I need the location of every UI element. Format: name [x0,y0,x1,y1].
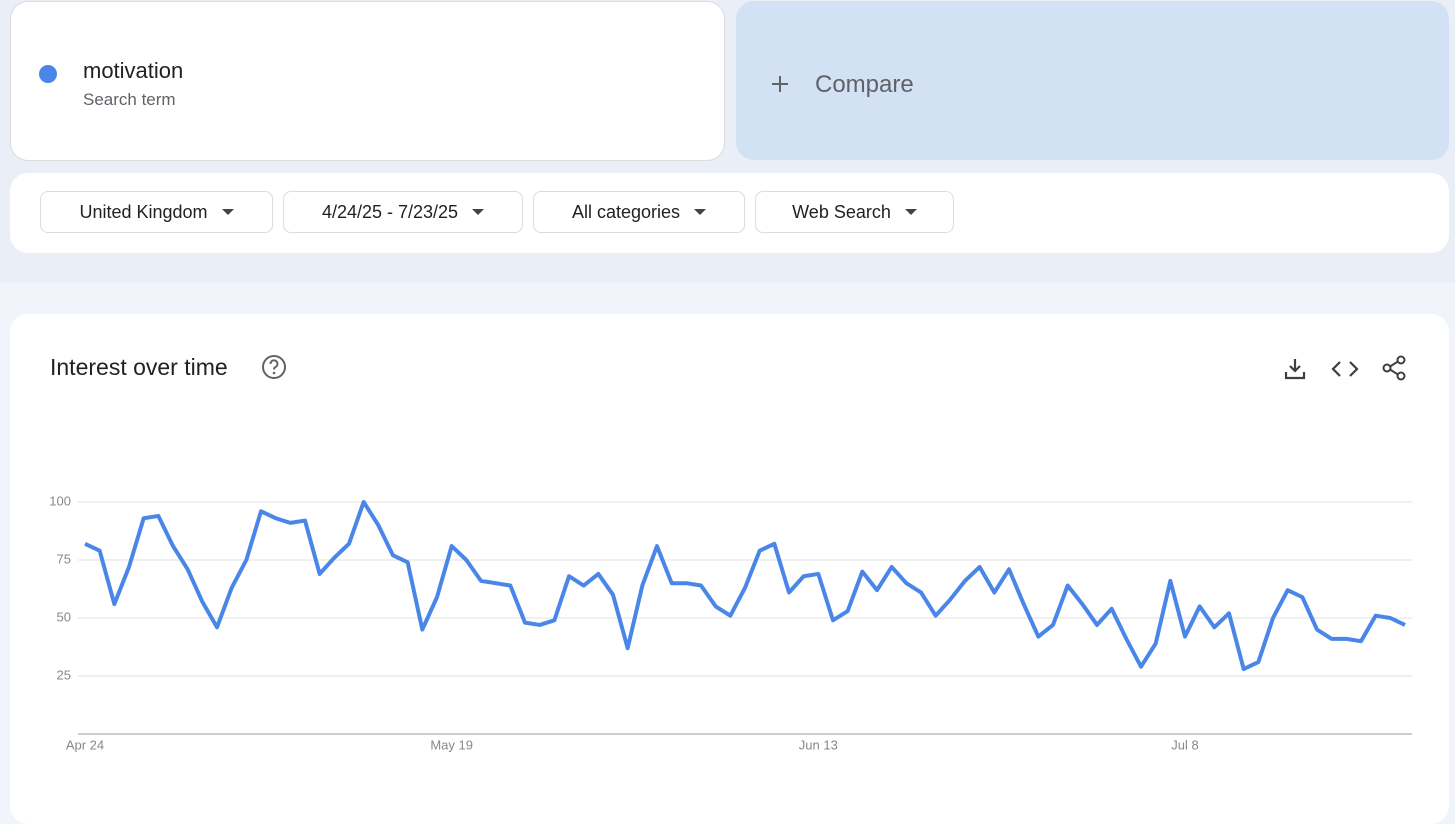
term: motivation [83,58,184,83]
x-tick-label: Apr 24 [66,737,104,752]
chart-title: Interest over time [50,354,228,380]
term-dot [39,65,57,83]
x-tick-label: Jul 8 [1171,737,1198,752]
y-tick-label: 25 [57,667,71,682]
search-type-filter[interactable]: Web Search [755,191,954,233]
filter-label: 4/24/25 - 7/23/25 [321,201,459,222]
share-icon[interactable] [1381,354,1409,382]
date-filter[interactable]: 4/24/25 - 7/23/25 [283,191,523,233]
x-tick-label: May 19 [430,737,473,752]
chart-card: Interest over time [10,314,1449,824]
line-series [84,500,1406,672]
filter-label: Web Search [792,201,891,222]
compare-card[interactable]: Compare [736,1,1449,160]
compare: Compare [815,71,914,98]
filter-label: All categories [571,201,681,222]
y-tick-label: 100 [49,493,71,508]
download-icon[interactable] [1282,356,1308,382]
x-tick-label: Jun 13 [799,737,838,752]
embed-icon[interactable] [1331,356,1359,382]
region-filter[interactable]: United Kingdom [40,191,273,233]
filter-label: United Kingdom [79,201,208,222]
term-card[interactable]: motivation Search term [10,1,725,161]
term-label: Search term [83,90,176,109]
plus-icon [772,76,788,92]
category-filter[interactable]: All categories [533,191,745,233]
y-tick-label: 50 [57,609,71,624]
y-tick-label: 75 [57,551,71,566]
help-icon[interactable] [260,353,288,381]
